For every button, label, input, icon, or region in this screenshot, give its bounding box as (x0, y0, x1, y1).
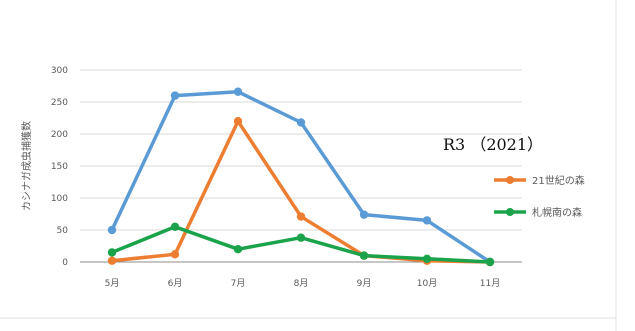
legend-label: 札幌南の森 (532, 206, 582, 219)
legend-marker (506, 208, 514, 216)
data-point (296, 118, 306, 127)
series-layer (107, 87, 495, 267)
series-2 (107, 222, 495, 267)
series-1 (107, 117, 495, 267)
y-axis-label: カシナガ成虫捕獲数 (20, 121, 33, 211)
x-tick-label: 8月 (294, 278, 309, 289)
data-point (485, 257, 495, 267)
series-0 (107, 87, 495, 267)
y-tick-label: 50 (57, 226, 69, 236)
x-tick-label: 10月 (417, 278, 437, 289)
legend-item: 21世紀の森 (494, 174, 585, 187)
data-point (170, 222, 180, 231)
data-point (107, 225, 117, 235)
y-tick-label: 0 (62, 258, 68, 268)
x-tick-label: 11月 (480, 278, 500, 289)
data-point (422, 216, 432, 225)
chart-annotation: R3 （2021） (443, 135, 543, 154)
x-tick-label: 5月 (105, 278, 120, 289)
data-point (233, 245, 243, 254)
y-tick-label: 150 (51, 162, 68, 172)
y-tick-label: 250 (51, 98, 68, 108)
y-tick-label: 300 (51, 66, 68, 76)
series-line (110, 225, 492, 264)
data-point (170, 250, 180, 259)
data-point (296, 212, 306, 221)
legend-item: 札幌南の森 (494, 206, 582, 219)
y-axis-ticks: 0 50 100 150 200 250 300 (51, 66, 68, 268)
data-point (359, 251, 369, 260)
x-tick-label: 9月 (357, 278, 372, 289)
y-tick-label: 200 (51, 130, 68, 140)
legend-marker (506, 176, 514, 184)
x-axis-ticks: 5月 6月 7月 8月 9月 10月 11月 (105, 278, 501, 289)
data-point (233, 117, 243, 126)
data-point (233, 87, 243, 96)
data-point (170, 91, 180, 100)
data-point (107, 256, 117, 265)
legend-label: 21世紀の森 (532, 174, 585, 187)
data-point (296, 233, 306, 242)
data-point (107, 248, 117, 257)
gridlines (80, 69, 522, 231)
data-point (422, 254, 432, 263)
data-point (359, 210, 369, 219)
y-tick-label: 100 (51, 194, 68, 204)
x-tick-label: 6月 (168, 278, 183, 289)
x-tick-label: 7月 (231, 278, 246, 289)
